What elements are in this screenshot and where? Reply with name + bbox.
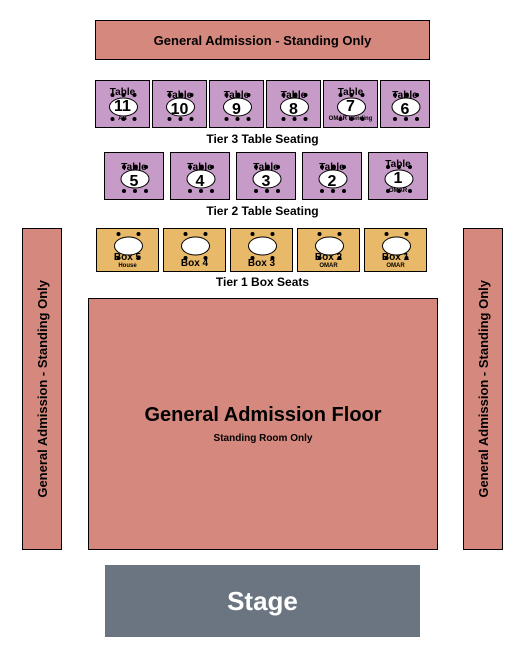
side-right-ga: General Admission - Standing Only: [463, 228, 503, 550]
tier2-num-4: 1: [394, 170, 403, 188]
tier2-table-4[interactable]: Table 4: [170, 152, 230, 200]
tier3-title-0: Table: [110, 87, 135, 98]
tier2-num-1: 4: [196, 173, 205, 191]
tier1-title-3: Box 2: [315, 252, 342, 263]
tier2-table-5[interactable]: Table 5: [104, 152, 164, 200]
stage: Stage: [105, 565, 420, 637]
tier2-title-4: Table: [385, 159, 410, 170]
stage-label: Stage: [227, 586, 298, 617]
tier3-num-0: 11: [114, 98, 131, 116]
tier2-label-wrap: Tier 2 Table Seating: [95, 204, 430, 218]
floor-subtitle: Standing Room Only: [214, 433, 313, 444]
tier2-title-2: Table: [253, 162, 278, 173]
tier3-num-2: 9: [232, 101, 241, 119]
tier3-num-5: 6: [401, 101, 410, 119]
side-right-label: General Admission - Standing Only: [476, 280, 491, 498]
tier2-label: Tier 2 Table Seating: [206, 204, 318, 218]
tier2-table-1[interactable]: Table 1 OMAR: [368, 152, 428, 200]
tier3-table-8[interactable]: Table 8: [266, 80, 321, 128]
tier1-label: Tier 1 Box Seats: [216, 275, 309, 289]
tier2-table-3[interactable]: Table 3: [236, 152, 296, 200]
tier3-title-1: Table: [167, 90, 192, 101]
side-left-ga: General Admission - Standing Only: [22, 228, 62, 550]
tier2-num-3: 2: [328, 173, 337, 191]
tier3-title-5: Table: [392, 90, 417, 101]
tier2-title-1: Table: [187, 162, 212, 173]
tier1-label-wrap: Tier 1 Box Seats: [95, 275, 430, 289]
tier3-num-1: 10: [171, 101, 189, 119]
top-ga-label: General Admission - Standing Only: [154, 33, 372, 48]
tier3-table-10[interactable]: Table 10: [152, 80, 207, 128]
tier3-title-2: Table: [224, 90, 249, 101]
tier1-title-4: Box 1: [382, 252, 409, 263]
tier3-table-9[interactable]: Table 9: [209, 80, 264, 128]
tier3-table-7[interactable]: Table 7 OMAR Pending: [323, 80, 378, 128]
tier2-table-2[interactable]: Table 2: [302, 152, 362, 200]
side-left-label: General Admission - Standing Only: [35, 280, 50, 498]
tier1-box-2[interactable]: Box 3: [230, 228, 293, 272]
tier1-title-2: Box 3: [248, 258, 275, 269]
tier1-box-0[interactable]: Box 5House: [96, 228, 159, 272]
tier3-title-4: Table: [338, 87, 363, 98]
tier1-box-3[interactable]: Box 2OMAR: [297, 228, 360, 272]
tier1-title-1: Box 4: [181, 258, 208, 269]
tier3-label-wrap: Tier 3 Table Seating: [95, 132, 430, 146]
tier3-num-3: 8: [289, 101, 298, 119]
floor-title: General Admission Floor: [144, 404, 381, 427]
tier3-title-3: Table: [281, 90, 306, 101]
tier2-num-2: 3: [262, 173, 271, 191]
tier2-num-0: 5: [130, 173, 139, 191]
tier2-title-0: Table: [121, 162, 146, 173]
top-ga-bar: General Admission - Standing Only: [95, 20, 430, 60]
tier1-box-4[interactable]: Box 1OMAR: [364, 228, 427, 272]
tier1-title-0: Box 5: [114, 252, 141, 263]
tier3-label: Tier 3 Table Seating: [206, 132, 318, 146]
tier3-num-4: 7: [346, 98, 355, 116]
tier3-table-6[interactable]: Table 6: [380, 80, 430, 128]
ga-floor: General Admission Floor Standing Room On…: [88, 298, 438, 550]
tier3-table-11[interactable]: Table 11 AB: [95, 80, 150, 128]
tier2-title-3: Table: [319, 162, 344, 173]
tier1-box-1[interactable]: Box 4: [163, 228, 226, 272]
